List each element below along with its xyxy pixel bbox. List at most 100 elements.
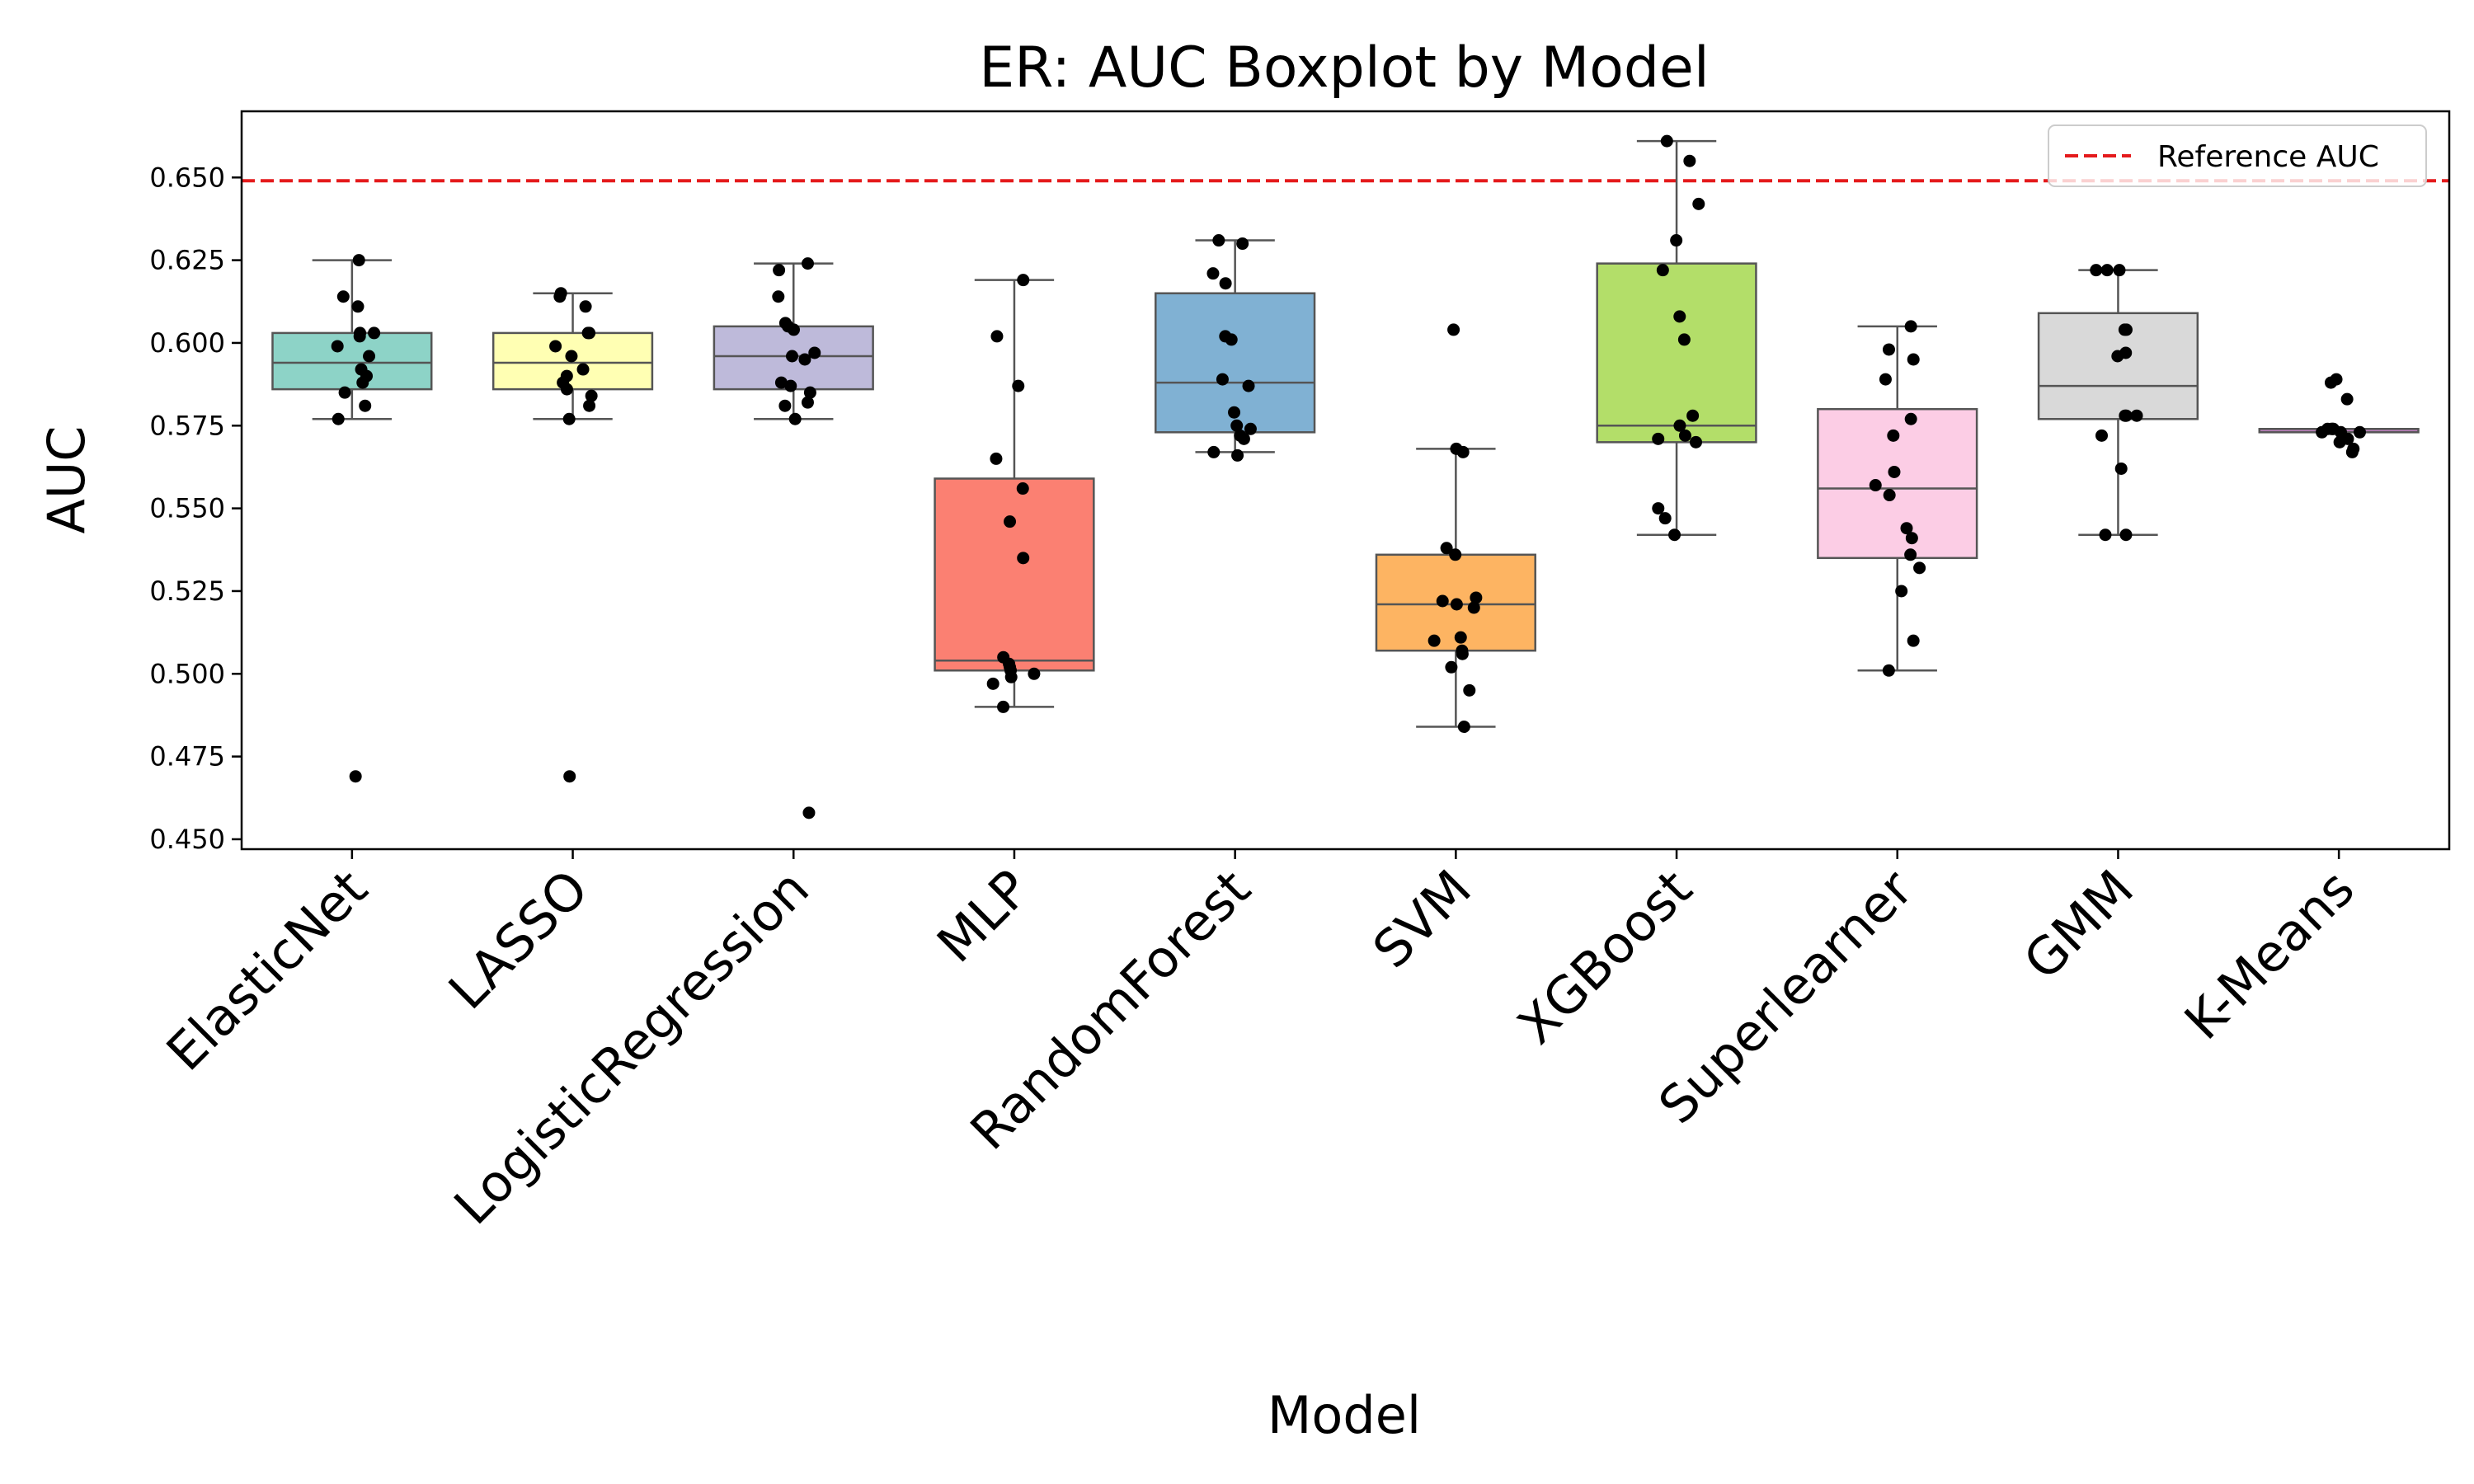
data-point-lasso: [579, 300, 592, 313]
data-point-lasso: [585, 389, 598, 402]
data-point-k-means: [2325, 422, 2338, 435]
box-group-elasticnet: [271, 254, 433, 783]
box-group-gmm: [2037, 264, 2199, 542]
data-point-randomforest: [1207, 445, 1221, 458]
data-point-gmm: [2111, 350, 2124, 363]
data-point-elasticnet: [336, 290, 350, 303]
chart-title: ER: AUC Boxplot by Model: [979, 35, 1710, 101]
data-point-xgboost: [1689, 435, 1702, 448]
data-point-superlearner: [1904, 548, 1917, 561]
data-point-lasso: [553, 290, 567, 303]
data-point-k-means: [2345, 445, 2359, 458]
y-axis-label: AUC: [36, 425, 96, 533]
data-point-svm: [1456, 647, 1469, 660]
data-point-gmm: [2119, 409, 2133, 422]
data-point-logisticregression: [803, 386, 816, 399]
data-point-randomforest: [1231, 448, 1244, 462]
data-point-svm: [1436, 594, 1449, 608]
data-point-mlp: [990, 452, 1003, 465]
data-point-elasticnet: [356, 376, 369, 389]
box-group-randomforest: [1155, 234, 1316, 462]
data-point-randomforest: [1212, 234, 1225, 247]
data-point-superlearner: [1905, 532, 1918, 545]
data-point-randomforest: [1206, 267, 1220, 280]
data-point-gmm: [2130, 409, 2143, 422]
box-elasticnet: [271, 331, 433, 391]
data-point-superlearner: [1907, 634, 1920, 647]
data-point-randomforest: [1216, 373, 1229, 386]
data-point-mlp: [986, 677, 999, 690]
data-point-randomforest: [1225, 333, 1238, 346]
data-point-xgboost: [1673, 419, 1686, 432]
plot-area: [242, 134, 2449, 819]
y-tick-label: 0.575: [149, 410, 225, 441]
data-point-lasso: [583, 399, 596, 412]
data-point-randomforest: [1237, 432, 1250, 445]
data-point-randomforest: [1244, 422, 1257, 435]
data-point-randomforest: [1242, 379, 1255, 392]
y-tick-label: 0.625: [149, 245, 225, 276]
data-point-superlearner: [1887, 429, 1900, 442]
data-point-gmm: [2099, 528, 2112, 542]
data-point-mlp: [1017, 552, 1030, 565]
data-point-elasticnet: [352, 254, 365, 267]
data-point-xgboost: [1683, 154, 1696, 167]
data-point-svm: [1470, 591, 1483, 604]
data-point-randomforest: [1228, 406, 1241, 419]
data-point-logisticregression: [798, 353, 811, 366]
data-point-lasso: [576, 363, 590, 376]
box-group-superlearner: [1817, 320, 1978, 677]
data-point-elasticnet: [332, 412, 345, 425]
data-point-superlearner: [1904, 320, 1917, 333]
box-mlp: [934, 477, 1095, 672]
data-point-elasticnet: [349, 770, 362, 783]
data-point-xgboost: [1678, 429, 1691, 442]
data-point-mlp: [1028, 667, 1041, 680]
data-point-xgboost: [1692, 197, 1705, 210]
data-point-mlp: [997, 700, 1010, 713]
data-point-logisticregression: [808, 346, 821, 359]
data-point-superlearner: [1900, 522, 1913, 535]
data-point-superlearner: [1882, 343, 1895, 356]
data-point-xgboost: [1668, 528, 1681, 542]
box-group-mlp: [934, 274, 1095, 713]
y-tick-label: 0.475: [149, 741, 225, 773]
data-point-xgboost: [1652, 432, 1665, 445]
data-point-lasso: [581, 326, 595, 340]
data-point-svm: [1427, 634, 1441, 647]
data-point-elasticnet: [359, 399, 372, 412]
data-point-svm: [1440, 542, 1453, 555]
data-point-superlearner: [1879, 373, 1892, 386]
data-point-superlearner: [1907, 353, 1920, 366]
data-point-randomforest: [1219, 277, 1232, 290]
data-point-randomforest: [1230, 419, 1244, 432]
data-point-svm: [1449, 548, 1462, 561]
data-point-elasticnet: [353, 330, 366, 343]
data-point-xgboost: [1660, 134, 1673, 148]
data-point-svm: [1447, 323, 1460, 336]
data-point-xgboost: [1677, 333, 1691, 346]
data-point-svm: [1467, 601, 1480, 614]
data-point-superlearner: [1869, 479, 1882, 492]
data-point-elasticnet: [331, 340, 344, 353]
data-point-lasso: [562, 412, 576, 425]
data-point-k-means: [2316, 425, 2329, 439]
box-group-lasso: [492, 287, 654, 783]
data-point-gmm: [2119, 528, 2133, 542]
data-point-logisticregression: [772, 290, 785, 303]
y-tick-label: 0.600: [149, 327, 225, 359]
data-point-mlp: [1016, 482, 1029, 495]
data-point-lasso: [560, 383, 573, 396]
data-point-xgboost: [1656, 264, 1669, 277]
data-point-gmm: [2114, 462, 2128, 475]
data-point-lasso: [563, 770, 576, 783]
data-point-svm: [1463, 683, 1476, 697]
data-point-logisticregression: [785, 350, 798, 363]
y-tick-label: 0.500: [149, 658, 225, 689]
data-point-svm: [1457, 721, 1470, 734]
data-point-logisticregression: [773, 264, 786, 277]
box-group-logisticregression: [713, 257, 874, 819]
plot-frame: [240, 110, 2451, 851]
data-point-elasticnet: [368, 326, 381, 340]
